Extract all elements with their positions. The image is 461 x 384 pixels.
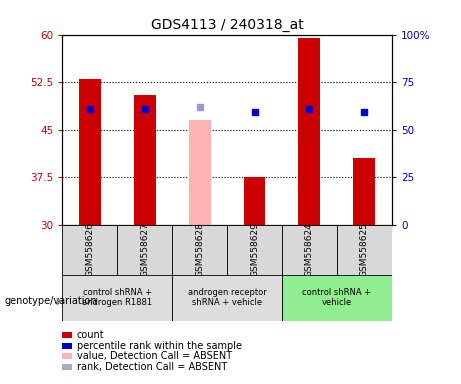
- Text: count: count: [77, 330, 105, 340]
- Text: GSM558628: GSM558628: [195, 222, 204, 277]
- Title: GDS4113 / 240318_at: GDS4113 / 240318_at: [151, 18, 303, 32]
- Text: control shRNA +
androgen R1881: control shRNA + androgen R1881: [82, 288, 152, 307]
- FancyBboxPatch shape: [117, 225, 172, 275]
- Bar: [79, 79, 100, 225]
- FancyBboxPatch shape: [62, 275, 172, 321]
- Text: genotype/variation: genotype/variation: [5, 296, 97, 306]
- Text: GSM558629: GSM558629: [250, 222, 259, 277]
- Bar: [243, 177, 266, 225]
- FancyBboxPatch shape: [227, 225, 282, 275]
- Text: GSM558625: GSM558625: [360, 222, 369, 277]
- Text: rank, Detection Call = ABSENT: rank, Detection Call = ABSENT: [77, 362, 227, 372]
- Bar: [354, 158, 375, 225]
- FancyBboxPatch shape: [282, 225, 337, 275]
- Bar: [134, 95, 156, 225]
- FancyBboxPatch shape: [62, 225, 117, 275]
- Text: percentile rank within the sample: percentile rank within the sample: [77, 341, 242, 351]
- Text: GSM558627: GSM558627: [140, 222, 149, 277]
- Bar: [189, 120, 211, 225]
- FancyBboxPatch shape: [172, 225, 227, 275]
- Text: control shRNA +
vehicle: control shRNA + vehicle: [302, 288, 372, 307]
- Bar: [298, 38, 320, 225]
- Text: value, Detection Call = ABSENT: value, Detection Call = ABSENT: [77, 351, 232, 361]
- Text: GSM558626: GSM558626: [85, 222, 94, 277]
- Text: androgen receptor
shRNA + vehicle: androgen receptor shRNA + vehicle: [188, 288, 266, 307]
- FancyBboxPatch shape: [337, 225, 392, 275]
- FancyBboxPatch shape: [172, 275, 282, 321]
- Text: GSM558624: GSM558624: [305, 222, 314, 277]
- FancyBboxPatch shape: [282, 275, 392, 321]
